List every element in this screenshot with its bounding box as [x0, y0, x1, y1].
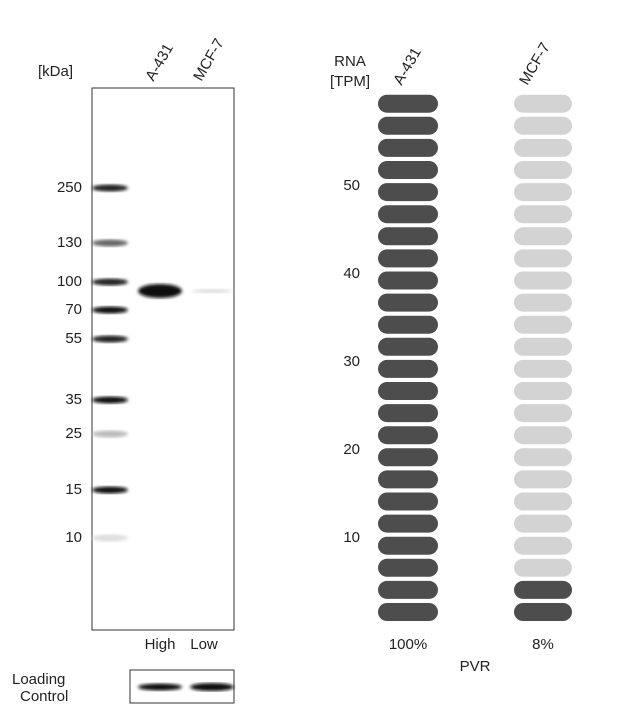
rna-pill — [514, 227, 572, 246]
rna-pill — [514, 514, 572, 533]
loading-label: Control — [20, 688, 68, 705]
rna-pill — [514, 603, 572, 621]
marker-label: 25 — [65, 425, 82, 442]
loading-label: Loading — [12, 671, 65, 688]
percent-label: 8% — [532, 636, 554, 653]
lane-level: Low — [190, 636, 218, 653]
marker-label: 100 — [57, 273, 82, 290]
rna-pill — [378, 492, 438, 511]
rna-pill — [514, 558, 572, 577]
loading-band — [190, 683, 234, 691]
rna-pill — [378, 404, 438, 423]
rna-tick-label: 40 — [343, 265, 360, 282]
rna-pill — [514, 536, 572, 555]
rna-pill — [378, 359, 438, 378]
gene-label: PVR — [460, 658, 491, 675]
rna-pill — [378, 271, 438, 290]
rna-pill — [378, 315, 438, 334]
rna-pill — [514, 382, 572, 400]
rna-pill — [378, 293, 438, 312]
marker-label: 130 — [57, 234, 82, 251]
rna-pill — [514, 337, 572, 356]
sample-band — [138, 284, 182, 298]
rna-pill — [514, 492, 572, 511]
rna-pill — [514, 138, 572, 157]
marker-label: 15 — [65, 481, 82, 498]
rna-pill — [378, 514, 438, 533]
rna-pill — [514, 249, 572, 268]
rna-pill — [514, 448, 572, 467]
lane-label: MCF-7 — [190, 36, 228, 84]
rna-pill — [514, 183, 572, 202]
rna-axis-label: RNA — [334, 53, 366, 70]
marker-band — [92, 534, 128, 542]
percent-label: 100% — [389, 636, 427, 653]
rna-pill — [378, 382, 438, 400]
marker-label: 250 — [57, 179, 82, 196]
rna-tick-label: 30 — [343, 353, 360, 370]
marker-band — [92, 184, 128, 192]
rna-pill — [378, 558, 438, 577]
rna-pill — [378, 205, 438, 224]
marker-band — [92, 306, 128, 314]
rna-pill — [378, 536, 438, 555]
rna-pill — [514, 116, 572, 135]
rna-pill — [378, 249, 438, 268]
rna-pill — [514, 161, 572, 179]
rna-pill — [514, 404, 572, 423]
rna-pill — [378, 470, 438, 489]
rna-pill — [514, 293, 572, 312]
rna-pill — [514, 315, 572, 334]
rna-pill — [378, 116, 438, 135]
rna-pill — [514, 470, 572, 489]
rna-tick-label: 20 — [343, 441, 360, 458]
marker-label: 35 — [65, 391, 82, 408]
rna-axis-label: [TPM] — [330, 73, 370, 90]
rna-pill — [378, 227, 438, 246]
rna-tick-label: 10 — [343, 529, 360, 546]
rna-pill — [514, 426, 572, 445]
rna-pill — [378, 448, 438, 467]
rna-pill — [378, 183, 438, 202]
rna-pill — [378, 337, 438, 356]
sample-label: A-431 — [390, 45, 425, 88]
marker-label: 70 — [65, 301, 82, 318]
marker-band — [92, 335, 128, 343]
rna-tick-label: 50 — [343, 177, 360, 194]
marker-band — [92, 396, 128, 404]
rna-pill — [378, 580, 438, 599]
rna-pill — [514, 205, 572, 224]
lane-level: High — [145, 636, 176, 653]
rna-pill — [378, 161, 438, 179]
rna-pill — [514, 271, 572, 290]
rna-pill — [514, 94, 572, 113]
sample-band — [192, 289, 232, 293]
marker-label: 10 — [65, 529, 82, 546]
unit-label: [kDa] — [38, 63, 73, 80]
marker-band — [92, 430, 128, 438]
marker-label: 55 — [65, 330, 82, 347]
marker-band — [92, 278, 128, 286]
rna-pill — [378, 94, 438, 113]
loading-band — [138, 683, 182, 691]
lane-label: A-431 — [142, 41, 177, 84]
rna-pill — [378, 603, 438, 621]
rna-pill — [514, 359, 572, 378]
marker-band — [92, 486, 128, 494]
rna-pill — [378, 426, 438, 445]
marker-band — [92, 239, 128, 247]
blot-box — [91, 87, 235, 631]
rna-pill — [378, 138, 438, 157]
rna-pill — [514, 580, 572, 599]
sample-label: MCF-7 — [516, 40, 554, 88]
